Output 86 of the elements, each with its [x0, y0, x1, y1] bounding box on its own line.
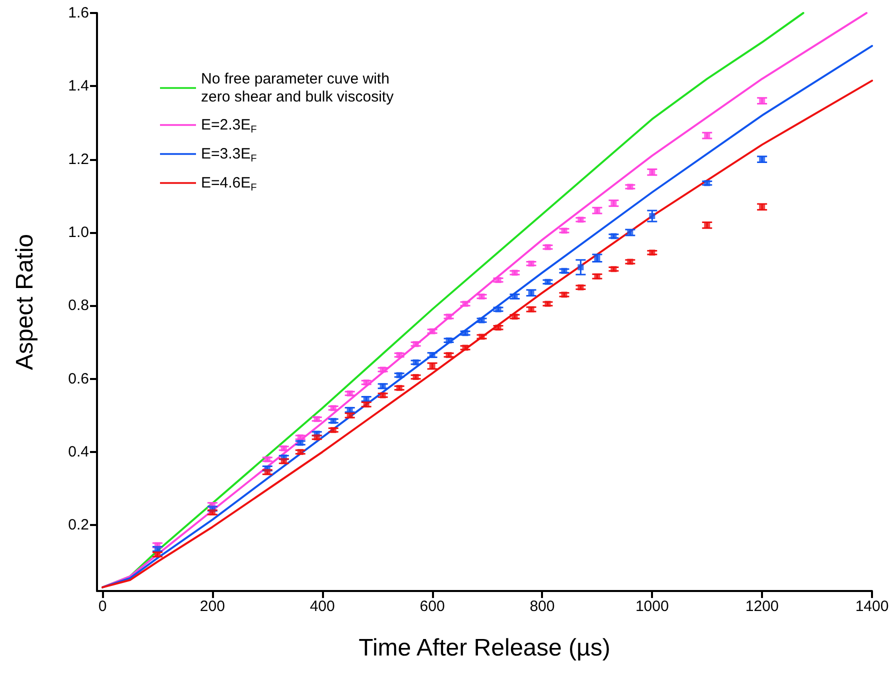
point — [363, 401, 370, 408]
point — [330, 405, 336, 412]
point — [462, 344, 468, 351]
point — [495, 324, 502, 331]
point — [446, 337, 452, 344]
point — [462, 300, 468, 307]
x-tick-label: 600 — [420, 598, 445, 615]
point — [330, 418, 336, 424]
point — [495, 306, 502, 312]
x-tick-label: 1000 — [635, 598, 669, 615]
point — [528, 306, 534, 312]
point — [478, 334, 485, 340]
point — [330, 427, 336, 434]
y-axis-title: Aspect Ratio — [12, 234, 38, 370]
point — [495, 277, 502, 284]
point — [561, 292, 568, 298]
point — [578, 216, 584, 223]
point — [478, 317, 485, 324]
x-tick-label: 800 — [530, 598, 555, 615]
y-tick-label: 1.4 — [68, 78, 89, 95]
x-tick-label: 1200 — [745, 598, 779, 615]
point — [412, 341, 419, 348]
point — [578, 284, 584, 290]
point — [280, 445, 287, 452]
point — [610, 266, 617, 272]
y-tick-label: 0.2 — [68, 516, 89, 534]
point — [363, 379, 370, 386]
point — [561, 228, 568, 234]
point — [594, 273, 600, 280]
point — [412, 359, 419, 366]
point — [297, 448, 304, 455]
point — [512, 294, 518, 300]
y-tick-label: 0.4 — [68, 443, 89, 460]
point — [649, 250, 656, 256]
point — [380, 392, 386, 398]
point — [209, 509, 216, 516]
point — [314, 434, 320, 440]
point — [380, 366, 386, 373]
point — [297, 440, 304, 446]
point — [462, 330, 468, 336]
x-tick-label: 400 — [310, 598, 335, 615]
point — [544, 244, 551, 250]
point — [154, 546, 160, 552]
point — [363, 396, 370, 402]
x-axis-title: Time After Release (µs) — [358, 634, 610, 662]
point — [561, 268, 568, 274]
point — [627, 258, 634, 265]
point — [396, 352, 402, 358]
point — [704, 180, 710, 186]
point — [396, 384, 402, 391]
x-tick-label: 200 — [200, 598, 225, 615]
point — [649, 213, 656, 220]
x-tick-label: 0 — [98, 598, 107, 615]
point — [446, 314, 452, 320]
legend-label: No free parameter cuve with zero shear and bulk viscosity — [201, 70, 394, 106]
point — [528, 260, 534, 267]
point — [154, 551, 160, 558]
point — [512, 314, 518, 320]
point — [610, 233, 617, 240]
point — [429, 352, 436, 358]
point — [396, 372, 402, 378]
y-tick-label: 0.8 — [68, 297, 89, 314]
point — [314, 416, 320, 422]
point — [412, 374, 419, 380]
point — [280, 458, 287, 464]
point — [627, 184, 634, 190]
y-tick-label: 0.6 — [68, 370, 89, 388]
point — [429, 328, 436, 334]
y-tick-label: 1.0 — [68, 224, 89, 241]
point — [446, 352, 452, 358]
point — [346, 412, 353, 418]
point — [594, 255, 600, 262]
y-tick-label: 1.6 — [68, 4, 89, 22]
y-tick-label: 1.2 — [68, 150, 89, 168]
point — [346, 406, 353, 413]
point — [264, 469, 270, 476]
point — [264, 456, 270, 462]
point — [544, 278, 551, 285]
point — [578, 264, 584, 270]
point — [380, 383, 386, 390]
x-tick-label: 1400 — [855, 598, 889, 615]
point — [297, 434, 304, 440]
point — [512, 270, 518, 276]
point — [544, 300, 551, 307]
point — [478, 294, 485, 300]
point — [346, 390, 353, 396]
